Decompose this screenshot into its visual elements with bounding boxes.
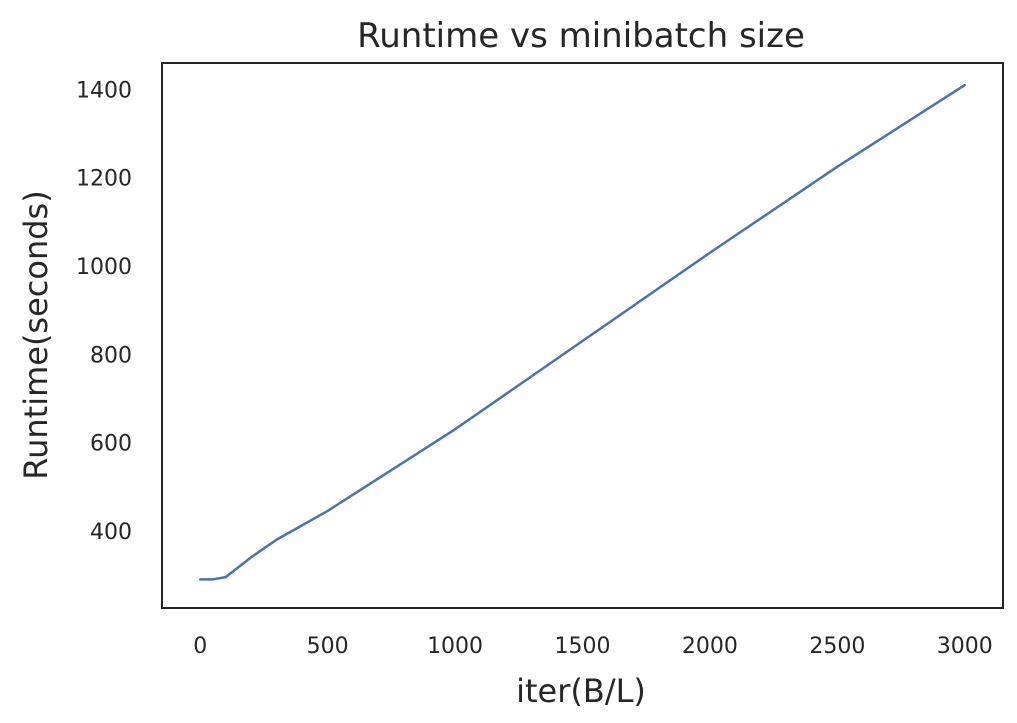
y-tick-label: 1000 bbox=[76, 255, 132, 280]
x-tick-label: 2000 bbox=[682, 634, 738, 659]
y-axis-label: Runtime(seconds) bbox=[17, 190, 55, 479]
series-group bbox=[198, 83, 967, 581]
x-tick-label: 500 bbox=[307, 634, 349, 659]
x-tick-label: 2500 bbox=[809, 634, 865, 659]
y-axis-ticks: 400 600 800 1000 1200 1400 bbox=[76, 78, 132, 544]
y-tick-label: 400 bbox=[90, 520, 132, 545]
x-axis-label: iter(B/L) bbox=[516, 672, 646, 710]
y-tick-label: 600 bbox=[90, 432, 132, 457]
x-tick-label: 1000 bbox=[427, 634, 483, 659]
x-tick-label: 0 bbox=[193, 634, 207, 659]
y-tick-label: 800 bbox=[90, 343, 132, 368]
y-tick-label: 1400 bbox=[76, 78, 132, 103]
chart-title: Runtime vs minibatch size bbox=[357, 16, 805, 56]
x-tick-label: 1500 bbox=[555, 634, 611, 659]
runtime-line bbox=[198, 83, 967, 581]
y-tick-label: 1200 bbox=[76, 167, 132, 192]
x-axis-ticks: 0 500 1000 1500 2000 2500 3000 bbox=[193, 634, 993, 659]
plot-frame bbox=[161, 62, 1004, 609]
x-tick-label: 3000 bbox=[937, 634, 993, 659]
